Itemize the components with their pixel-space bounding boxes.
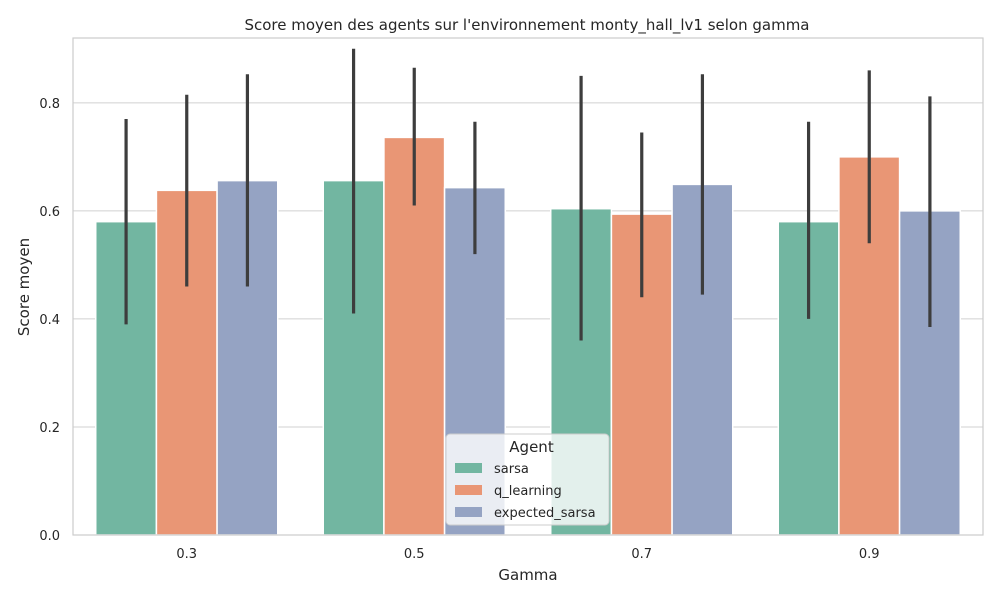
legend-swatch-expected_sarsa bbox=[455, 507, 482, 517]
legend-box bbox=[445, 433, 610, 526]
legend-label-q_learning: q_learning bbox=[494, 484, 562, 499]
x-axis-label: Gamma bbox=[498, 566, 557, 584]
chart-title: Score moyen des agents sur l'environneme… bbox=[244, 16, 809, 35]
y-tick-label: 0.2 bbox=[39, 421, 60, 436]
y-tick-label: 0.6 bbox=[39, 205, 60, 220]
y-tick-label: 0.0 bbox=[39, 529, 60, 544]
legend-title: Agent bbox=[509, 438, 554, 456]
legend-swatch-q_learning bbox=[455, 485, 482, 495]
legend-label-expected_sarsa: expected_sarsa bbox=[494, 506, 596, 521]
y-tick-label: 0.8 bbox=[39, 97, 60, 112]
y-tick-label: 0.4 bbox=[39, 313, 60, 328]
x-tick-label: 0.9 bbox=[859, 547, 880, 562]
legend-swatch-sarsa bbox=[455, 463, 482, 473]
x-tick-label: 0.5 bbox=[404, 547, 425, 562]
y-axis-label: Score moyen bbox=[15, 238, 33, 336]
legend-label-sarsa: sarsa bbox=[494, 462, 529, 477]
plot-frame bbox=[72, 37, 984, 536]
x-tick-label: 0.7 bbox=[631, 547, 652, 562]
x-tick-label: 0.3 bbox=[176, 547, 197, 562]
legend: Agent sarsa q_learning expected_sarsa bbox=[445, 433, 610, 526]
